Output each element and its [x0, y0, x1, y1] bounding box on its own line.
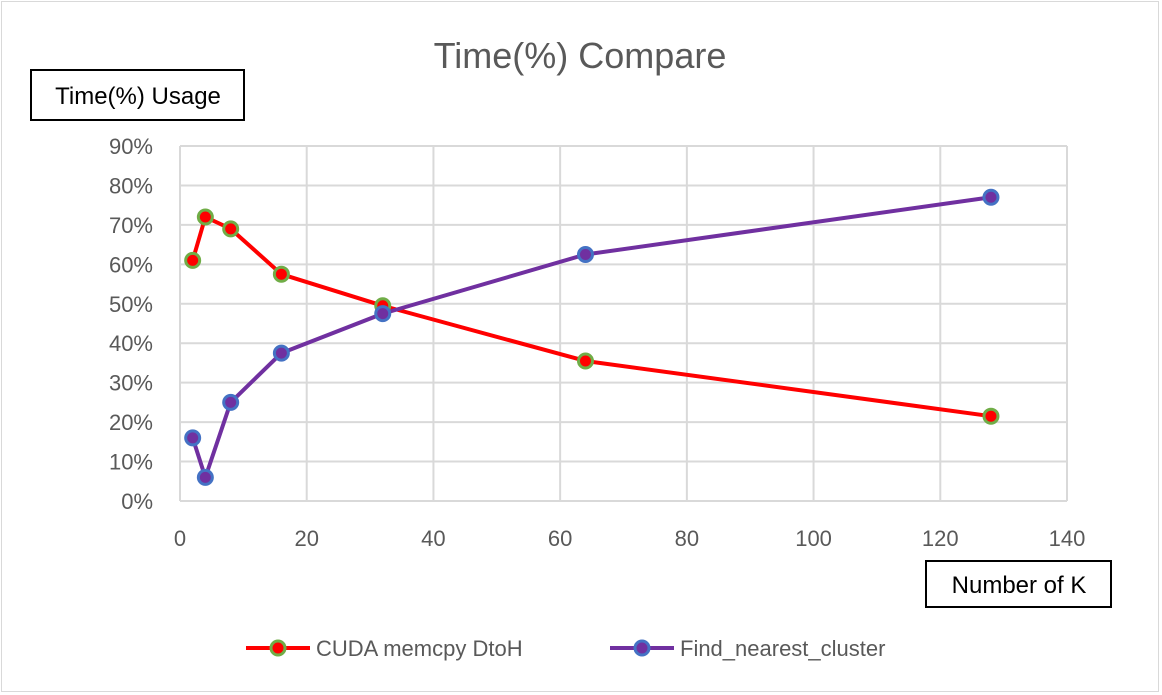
legend-label: Find_nearest_cluster: [680, 636, 885, 661]
data-point: [196, 208, 214, 226]
y-tick-label: 20%: [109, 410, 153, 435]
y-tick-label: 0%: [121, 489, 153, 514]
data-point: [982, 188, 1000, 206]
x-tick-label: 0: [174, 526, 186, 551]
x-axis-title: Number of K: [952, 572, 1087, 599]
x-tick-label: 120: [922, 526, 959, 551]
x-tick-label: 40: [421, 526, 445, 551]
y-tick-label: 10%: [109, 450, 153, 475]
y-tick-label: 70%: [109, 213, 153, 238]
legend: CUDA memcpy DtoH Find_nearest_cluster: [246, 636, 885, 661]
data-point: [982, 407, 1000, 425]
x-tick-label: 140: [1049, 526, 1086, 551]
data-point: [196, 468, 214, 486]
x-tick-label: 60: [548, 526, 572, 551]
x-tick-labels: 0 20 40 60 80 100 120 140: [174, 526, 1085, 551]
data-point: [272, 265, 290, 283]
y-tick-label: 90%: [109, 134, 153, 159]
y-axis-title: Time(%) Usage: [55, 83, 221, 110]
data-point: [222, 220, 240, 238]
legend-marker: [269, 639, 287, 657]
series-lines: [190, 195, 992, 480]
y-tick-label: 60%: [109, 252, 153, 277]
data-point: [374, 305, 392, 323]
gridlines: [179, 145, 1068, 502]
y-tick-label: 80%: [109, 173, 153, 198]
series-line-0: [190, 215, 992, 419]
data-point: [184, 429, 202, 447]
data-point: [576, 245, 594, 263]
chart-title: Time(%) Compare: [434, 35, 727, 76]
series-markers: [184, 188, 1000, 486]
y-axis-title-box: [30, 69, 245, 121]
series-line-1: [190, 195, 992, 480]
data-point: [222, 393, 240, 411]
legend-label: CUDA memcpy DtoH: [316, 636, 523, 661]
legend-marker: [633, 639, 651, 657]
y-tick-label: 30%: [109, 371, 153, 396]
data-point: [272, 344, 290, 362]
x-tick-label: 80: [675, 526, 699, 551]
x-tick-label: 20: [294, 526, 318, 551]
y-tick-labels: 0% 10% 20% 30% 40% 50% 60% 70% 80% 90%: [109, 134, 153, 514]
x-axis-title-box: [925, 560, 1112, 608]
data-point: [576, 352, 594, 370]
y-tick-label: 40%: [109, 331, 153, 356]
data-point: [184, 251, 202, 269]
y-tick-label: 50%: [109, 292, 153, 317]
x-tick-label: 100: [795, 526, 832, 551]
